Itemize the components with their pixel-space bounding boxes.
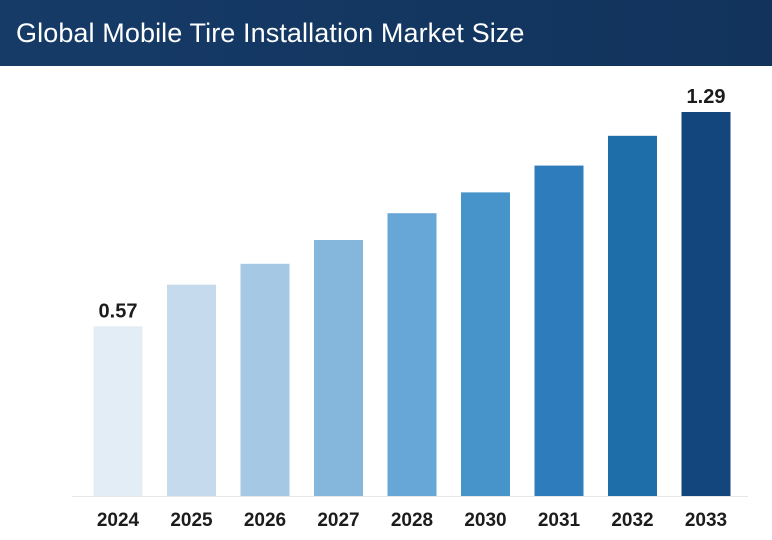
x-tick-label-2031: 2031 xyxy=(538,510,581,531)
x-tick-label-2028: 2028 xyxy=(391,510,433,531)
bar-chart-svg: 2024 2025 2026 2027 2028 2030 2031 2032 2033 0.57… xyxy=(72,86,748,531)
bar-2033 xyxy=(681,112,731,496)
x-tick-label-2026: 2026 xyxy=(244,510,286,531)
bar-2025 xyxy=(167,284,216,496)
chart-title: Global Mobile Tire Installation Market S… xyxy=(16,17,525,48)
bar-2024 xyxy=(93,326,143,496)
bar-2031 xyxy=(534,165,584,496)
bar-2032 xyxy=(608,135,657,496)
x-tick-label-2024: 2024 xyxy=(97,510,140,531)
x-tick-label-2027: 2027 xyxy=(317,510,359,531)
bar-2026 xyxy=(240,263,290,496)
bar-2028 xyxy=(387,213,437,497)
data-label-2033: 1.29 xyxy=(687,86,726,108)
data-label-2024: 0.57 xyxy=(99,300,138,322)
x-tick-label-2025: 2025 xyxy=(170,510,213,531)
x-tick-label-2033: 2033 xyxy=(685,510,727,531)
bar-chart: 2024 2025 2026 2027 2028 2030 2031 2032 2033 0.57… xyxy=(0,66,772,540)
bar-2030 xyxy=(461,192,510,496)
bar-2027 xyxy=(314,240,363,496)
x-tick-label-2030: 2030 xyxy=(464,510,506,531)
chart-header: Global Mobile Tire Installation Market S… xyxy=(0,0,772,66)
x-tick-label-2032: 2032 xyxy=(611,510,653,531)
